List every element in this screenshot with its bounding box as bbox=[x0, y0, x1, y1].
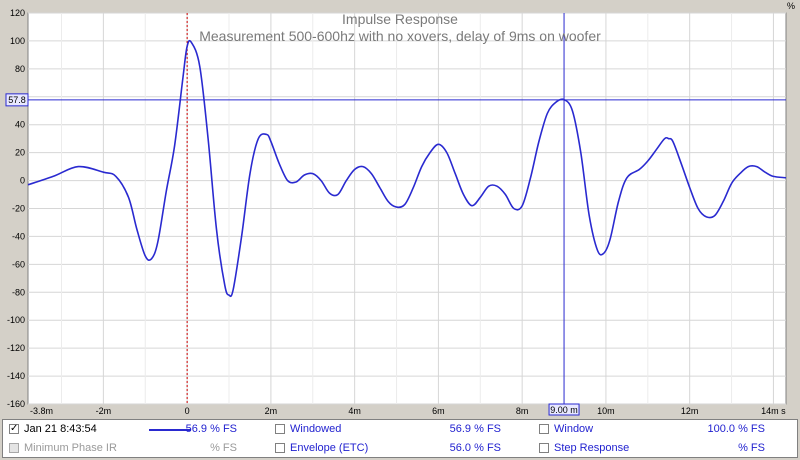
x-tick-label: 4m bbox=[348, 406, 361, 416]
x-tick-label: 6m bbox=[432, 406, 445, 416]
y-tick-label: 20 bbox=[15, 148, 25, 158]
step-response-label[interactable]: Step Response bbox=[554, 442, 630, 454]
legend-panel: ✓ Jan 21 8:43:54 56.9 % FS Windowed 56.9… bbox=[2, 419, 798, 458]
x-tick-label: 14m s bbox=[761, 406, 786, 416]
chart-subtitle: Measurement 500-600hz with no xovers, de… bbox=[199, 28, 601, 44]
y-tick-label: 120 bbox=[10, 8, 25, 18]
envelope-checkbox[interactable] bbox=[275, 443, 285, 453]
minimum-phase-label: Minimum Phase IR bbox=[24, 442, 117, 454]
step-response-value: % FS bbox=[738, 442, 765, 454]
window-label[interactable]: Window bbox=[554, 423, 594, 435]
x-tick-label: 2m bbox=[265, 406, 278, 416]
y-tick-label: -140 bbox=[7, 371, 25, 381]
y-tick-label: -40 bbox=[12, 231, 25, 241]
x-tick-label: -3.8m bbox=[30, 406, 53, 416]
y-tick-label: -60 bbox=[12, 259, 25, 269]
step-response-checkbox[interactable] bbox=[539, 443, 549, 453]
window-value: 100.0 % FS bbox=[707, 423, 765, 435]
x-tick-label: 0 bbox=[185, 406, 190, 416]
envelope-value: 56.0 % FS bbox=[449, 442, 501, 454]
envelope-label[interactable]: Envelope (ETC) bbox=[290, 442, 369, 454]
show-trace-checkbox[interactable]: ✓ bbox=[9, 424, 19, 434]
x-axis-ticks: -3.8m -2m 0 2m 4m 6m 8m 10m 12m 14m s bbox=[30, 406, 786, 416]
x-tick-label: 10m bbox=[597, 406, 615, 416]
y-tick-label: -80 bbox=[12, 287, 25, 297]
y-tick-label: 0 bbox=[20, 176, 25, 186]
cursor-x-readout: 9.00 m bbox=[548, 403, 580, 416]
window-checkbox[interactable] bbox=[539, 424, 549, 434]
impulse-response-chart[interactable]: 120100806040200-20-40-60-80-100-120-140-… bbox=[0, 0, 800, 420]
x-tick-label: 12m bbox=[681, 406, 699, 416]
impulse-trace bbox=[27, 39, 787, 298]
trace-name-label: Jan 21 8:43:54 bbox=[24, 423, 97, 435]
x-tick-label: -2m bbox=[96, 406, 112, 416]
cursor-y-label: 57.8 bbox=[8, 95, 26, 105]
y-axis-unit-label: % bbox=[787, 1, 795, 11]
cursor-y-readout: 57.8 bbox=[5, 93, 29, 107]
windowed-label[interactable]: Windowed bbox=[290, 423, 342, 435]
chart-title: Impulse Response bbox=[342, 11, 458, 27]
y-tick-label: -20 bbox=[12, 204, 25, 214]
trace-value: 56.9 % FS bbox=[185, 423, 237, 435]
y-tick-label: 100 bbox=[10, 36, 25, 46]
y-tick-label: -120 bbox=[7, 343, 25, 353]
trace-color-swatch bbox=[149, 429, 191, 431]
minimum-phase-value: % FS bbox=[210, 442, 237, 454]
y-tick-label: 80 bbox=[15, 64, 25, 74]
windowed-value: 56.9 % FS bbox=[449, 423, 501, 435]
y-axis-ticks: 120100806040200-20-40-60-80-100-120-140-… bbox=[7, 8, 25, 409]
x-tick-label: 8m bbox=[516, 406, 529, 416]
minimum-phase-checkbox[interactable] bbox=[9, 443, 19, 453]
windowed-checkbox[interactable] bbox=[275, 424, 285, 434]
checkmark-icon: ✓ bbox=[10, 423, 19, 434]
y-tick-label: -160 bbox=[7, 399, 25, 409]
y-tick-label: -100 bbox=[7, 315, 25, 325]
y-tick-label: 40 bbox=[15, 120, 25, 130]
cursor-x-label: 9.00 m bbox=[550, 405, 578, 415]
